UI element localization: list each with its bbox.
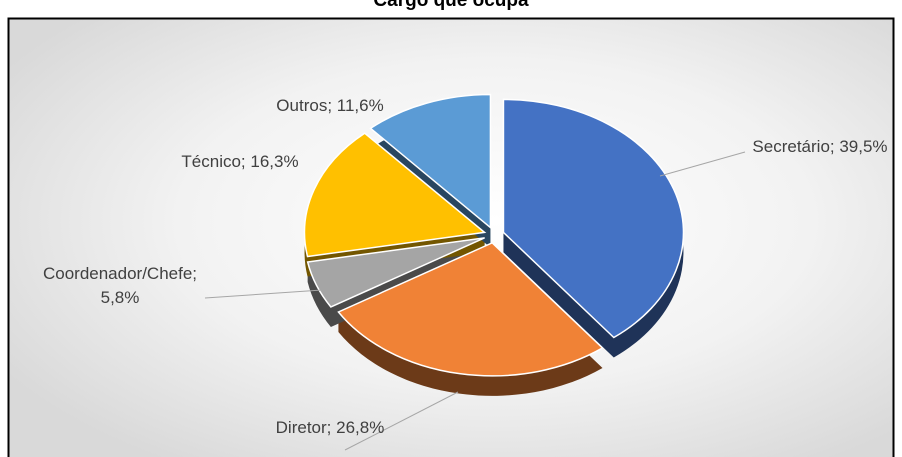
slice-tops bbox=[303, 93, 685, 377]
data-label: Outros; 11,6% bbox=[276, 96, 384, 115]
data-label: Diretor; 26,8% bbox=[275, 418, 385, 437]
data-label: Coordenador/Chefe; 5,8% bbox=[42, 264, 198, 307]
slice bbox=[502, 98, 685, 339]
slice bbox=[303, 132, 487, 258]
slice bbox=[369, 93, 492, 230]
slice bbox=[337, 241, 604, 377]
slice bbox=[306, 237, 485, 308]
leader-line bbox=[204, 289, 323, 299]
slice-side bbox=[307, 237, 485, 327]
data-label: Técnico; 16,3% bbox=[181, 152, 299, 171]
leader-lines bbox=[204, 151, 746, 451]
data-label: Secretário; 39,5% bbox=[752, 137, 888, 156]
chart-title: Cargo que ocupa bbox=[373, 0, 529, 11]
leader-line bbox=[344, 391, 459, 451]
leader-line bbox=[659, 151, 746, 177]
